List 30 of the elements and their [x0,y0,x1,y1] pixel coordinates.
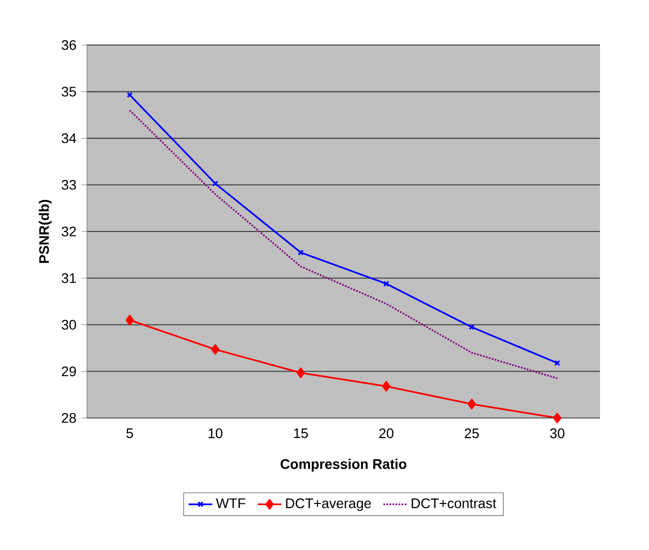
x-tick-label: 30 [550,428,564,438]
point [298,250,304,256]
point [553,412,562,424]
point [468,398,476,410]
x-tick-label: 20 [379,428,394,438]
y-axis-title: PSNR(db) [38,200,52,263]
point [296,368,305,378]
y-tick-label: 35 [62,86,76,97]
point [126,314,134,326]
x-tick-label: 5 [126,428,134,438]
y-tick-label: 28 [62,413,76,423]
legend-label: DCT+contrast [412,498,496,508]
point [468,324,475,330]
y-tick-label: 31 [62,273,76,284]
y-tick-label: 32 [62,226,76,236]
y-tick-label: 36 [62,40,76,50]
point [212,180,218,186]
x-tick-label: 15 [294,428,308,438]
y-tick-label: 33 [62,180,76,190]
y-tick-label: 34 [62,133,76,144]
point [383,280,390,287]
legend-label: DCT+average [286,498,371,511]
x-tick-label: 10 [208,428,222,438]
y-tick-label: 30 [62,320,76,330]
x-axis-title: Compression Ratio [280,458,406,472]
y-tick-label: 29 [62,366,76,376]
legend-label: WTF [216,498,246,508]
x-tick-label: 25 [464,428,479,438]
point [211,344,220,355]
point [382,381,390,392]
